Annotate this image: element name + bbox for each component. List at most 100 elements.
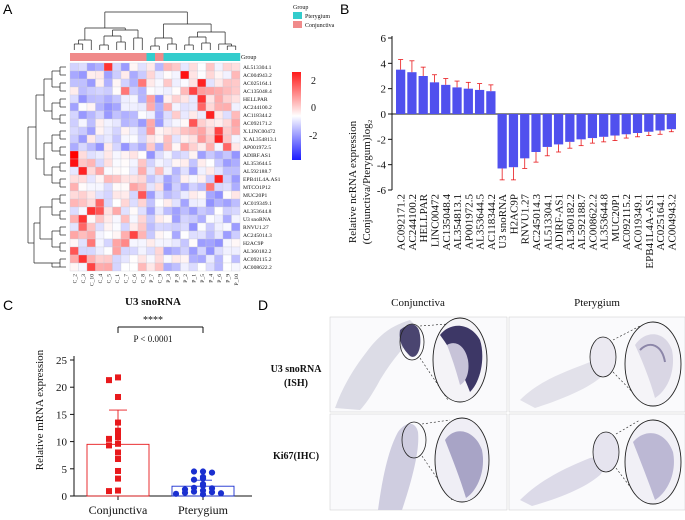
heatmap-cell <box>137 166 147 176</box>
heatmap-cell <box>129 102 139 112</box>
heatmap-cell <box>205 78 215 88</box>
heatmap-cell <box>205 254 215 264</box>
heatmap-cell <box>69 78 79 88</box>
heatmap-cell <box>103 126 113 136</box>
heatmap-cell <box>180 62 190 72</box>
bar <box>666 114 676 130</box>
heatmap-cell <box>95 118 105 128</box>
heatmap-cell <box>197 94 207 104</box>
bar-chart-ylabel-line2: (Conjunctiva/Pterygum)log₂ <box>361 119 373 244</box>
heatmap-cell <box>69 70 79 80</box>
dot-plot-ylabel: Relative mRNA expression <box>34 349 46 470</box>
heatmap-cell <box>146 102 156 112</box>
heatmap-cell <box>95 262 105 272</box>
bar-chart-panel: Relative ncRNA expression (Conjunctiva/P… <box>347 33 678 269</box>
heatmap-cell <box>95 110 105 120</box>
heatmap-cell <box>120 206 130 216</box>
heatmap-cell <box>154 190 164 200</box>
heatmap-cell <box>95 78 105 88</box>
heatmap-cell <box>205 86 215 96</box>
heatmap-row-label: AL353644.5 <box>243 161 272 167</box>
heatmap-cell <box>154 174 164 184</box>
data-point <box>115 456 121 463</box>
heatmap-cell <box>188 206 198 216</box>
heatmap-cell <box>163 110 173 120</box>
dot-plot-tick-label: 15 <box>56 409 68 421</box>
heatmap-cell <box>154 70 164 80</box>
heatmap-cell <box>231 102 241 112</box>
data-point <box>106 488 112 495</box>
heatmap-cell <box>188 214 198 224</box>
heatmap-cell <box>163 246 173 256</box>
heatmap-cell <box>103 262 113 272</box>
heatmap-cell <box>69 86 79 96</box>
heatmap-cell <box>171 150 181 160</box>
heatmap-col-label: P_5 <box>200 274 206 283</box>
heatmap-cell <box>146 150 156 160</box>
heatmap-cell <box>120 94 130 104</box>
group-annotation-bar <box>70 53 241 61</box>
heatmap-cell <box>112 94 122 104</box>
heatmap-cell <box>163 126 173 136</box>
heatmap-cell <box>137 198 147 208</box>
heatmap-cell <box>180 262 190 272</box>
heatmap-col-label: C_8 <box>140 274 146 284</box>
heatmap-row-label: AP001972.5 <box>243 145 271 151</box>
heatmap-cell <box>146 78 156 88</box>
heatmap-cell <box>146 230 156 240</box>
bar-category-label: MUC20P1 <box>610 194 622 242</box>
dot-plot-tick-label: 20 <box>56 382 68 394</box>
heatmap-row-label: AC025164.1 <box>243 81 272 87</box>
heatmap-cell <box>137 238 147 248</box>
heatmap-cell <box>154 214 164 224</box>
heatmap-cell <box>69 158 79 168</box>
heatmap-cell <box>86 174 96 184</box>
color-scale-tick: 2 <box>311 76 316 87</box>
heatmap-cell <box>214 126 224 136</box>
heatmap-cell <box>103 62 113 72</box>
heatmap-col-label: P_2 <box>183 274 189 283</box>
legend-swatch-conjunctiva <box>293 21 302 28</box>
heatmap-col-label: C_6 <box>132 274 138 284</box>
heatmap-cell <box>120 174 130 184</box>
heatmap-cell <box>205 262 215 272</box>
heatmap-cell <box>197 126 207 136</box>
heatmap-cell <box>95 230 105 240</box>
heatmap-cell <box>78 158 88 168</box>
bar-category-label: H2AC9P <box>508 194 520 234</box>
bar <box>599 114 609 137</box>
heatmap-cell <box>171 206 181 216</box>
heatmap-cell <box>222 166 232 176</box>
heatmap-cell <box>154 78 164 88</box>
group-cell <box>104 53 113 61</box>
heatmap-cell <box>222 86 232 96</box>
bar-chart-tick-label: -4 <box>377 160 387 172</box>
heatmap-cell <box>146 238 156 248</box>
data-point <box>115 475 121 482</box>
bar-chart-tick-label: -2 <box>377 134 386 146</box>
heatmap-cell <box>129 174 139 184</box>
heatmap-cell <box>103 150 113 160</box>
heatmap-cell <box>137 142 147 152</box>
bar-category-label: AL360182.2 <box>565 194 577 250</box>
heatmap-cell <box>154 246 164 256</box>
heatmap-cell <box>86 166 96 176</box>
heatmap-cell <box>69 142 79 152</box>
panel-label-b: B <box>340 1 349 17</box>
data-point <box>115 449 121 456</box>
heatmap-cell <box>180 246 190 256</box>
data-point <box>115 430 121 437</box>
heatmap-cell <box>205 102 215 112</box>
heatmap-cell <box>129 94 139 104</box>
bar <box>396 69 406 114</box>
heatmap-cell <box>197 254 207 264</box>
heatmap-cell <box>188 142 198 152</box>
heatmap-cell <box>197 262 207 272</box>
significance-stars: **** <box>143 315 163 326</box>
heatmap-cell <box>154 254 164 264</box>
heatmap-cell <box>188 230 198 240</box>
dot-plot-tick-label: 5 <box>62 464 68 476</box>
heatmap-cell <box>154 206 164 216</box>
heatmap-cell <box>129 142 139 152</box>
heatmap-cell <box>103 78 113 88</box>
